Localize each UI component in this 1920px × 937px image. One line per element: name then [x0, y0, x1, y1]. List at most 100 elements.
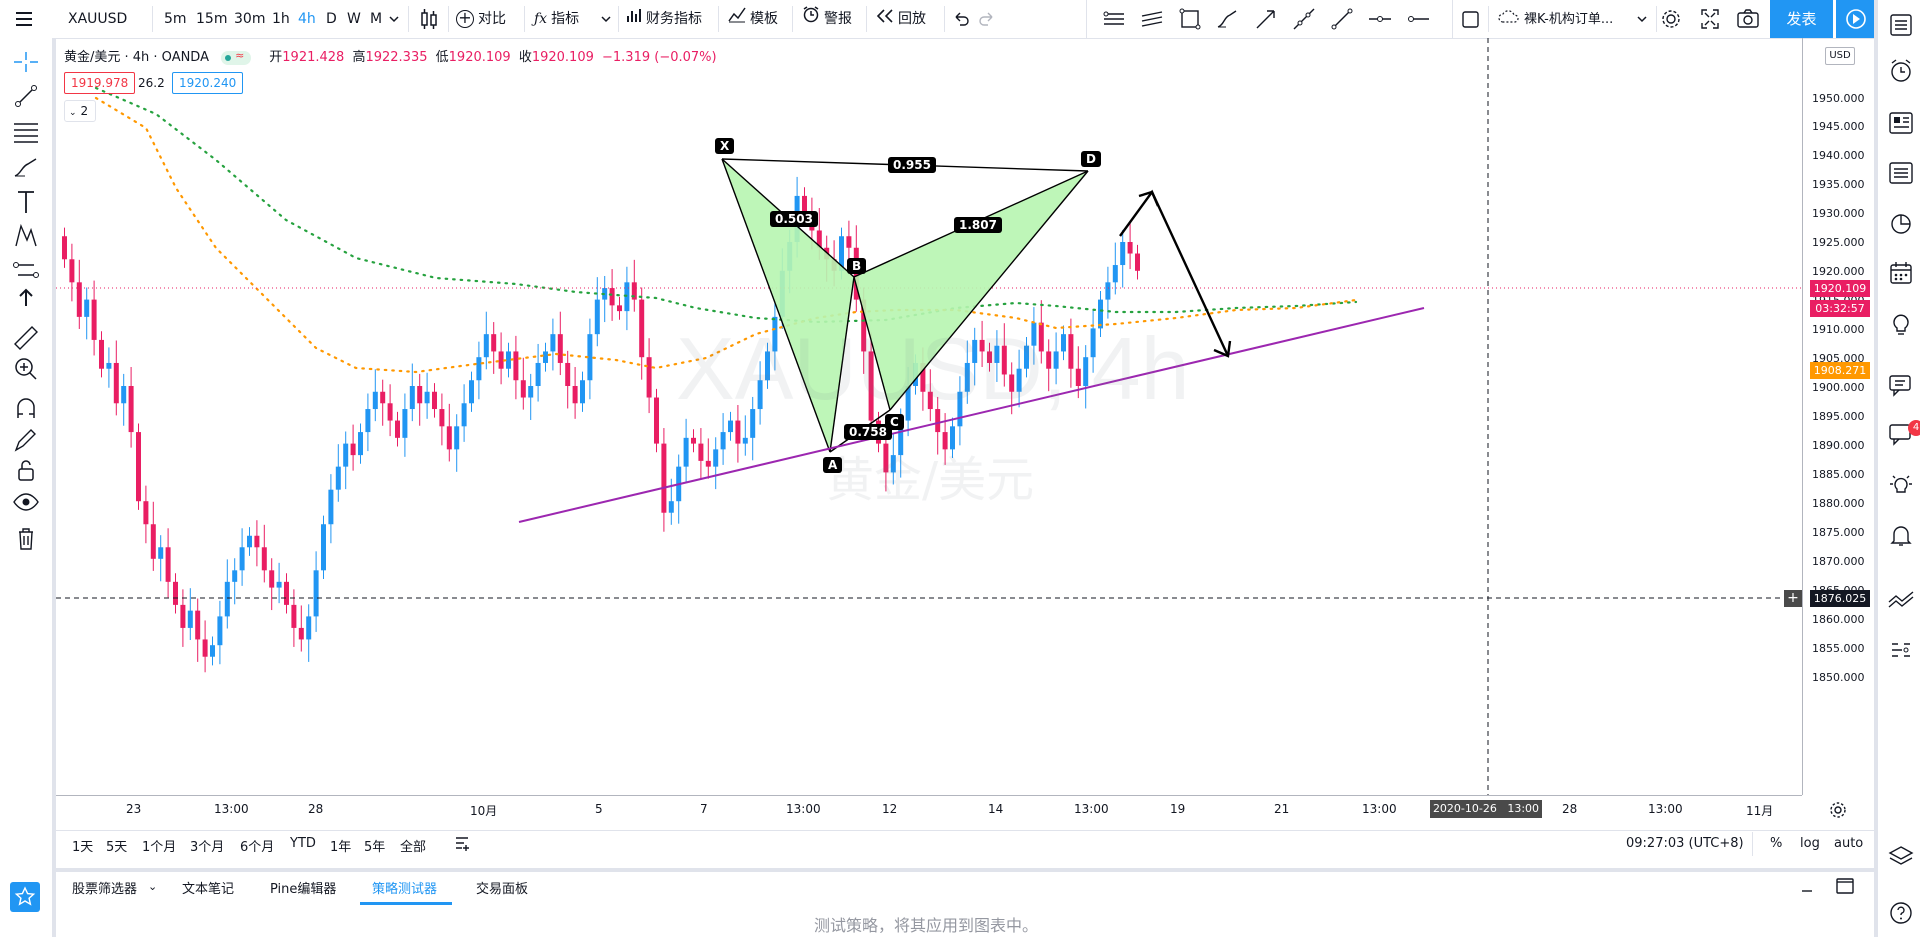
range-8[interactable]: 全部 [400, 840, 427, 855]
range-1[interactable]: 5天 [106, 840, 128, 855]
harmonic-leg[interactable] [889, 170, 1089, 411]
arrow-up-icon[interactable] [10, 284, 42, 312]
compare-button[interactable]: + 对比 [456, 0, 506, 38]
menu-icon[interactable] [14, 0, 38, 38]
symbol-search[interactable]: XAUUSD [68, 11, 128, 27]
publish-button[interactable]: 发表 [1770, 0, 1833, 38]
range-5[interactable]: YTD [290, 836, 316, 851]
calendar-icon[interactable] [1886, 258, 1916, 288]
bottom-tab-0[interactable]: 股票筛选器 [72, 882, 138, 897]
point-label-x[interactable]: X [715, 138, 735, 154]
layout-name-button[interactable]: 裸K-机构订单... [1498, 0, 1613, 38]
eye-icon[interactable] [10, 488, 42, 516]
point-label-d[interactable]: D [1081, 151, 1101, 167]
layout-dropdown-icon[interactable] [1636, 0, 1648, 38]
point-label-a[interactable]: A [823, 457, 843, 473]
alert-button[interactable]: 警报 [802, 0, 852, 38]
currency-label[interactable]: USD [1825, 47, 1855, 65]
camera-icon[interactable] [1736, 0, 1762, 38]
chart-settings-gear-icon[interactable] [1828, 800, 1848, 820]
horizontal-line-icon[interactable] [1367, 6, 1393, 32]
news-icon[interactable] [1886, 108, 1916, 138]
bottom-tab-3[interactable]: 策略测试器 [372, 882, 438, 897]
lock-icon[interactable] [10, 456, 42, 484]
ratio-xab[interactable]: 0.503 [770, 211, 818, 227]
clock-time[interactable]: 09:27:03 (UTC+8) [1626, 836, 1744, 851]
bottom-tab-4[interactable]: 交易面板 [476, 882, 529, 897]
ratio-bcd[interactable]: 1.807 [954, 217, 1002, 233]
screener-chevron-down-icon[interactable]: ⌄ [148, 880, 158, 893]
range-0[interactable]: 1天 [72, 840, 94, 855]
ma-green-line[interactable] [94, 86, 1358, 324]
ma-orange-line[interactable] [94, 96, 1358, 374]
range-6[interactable]: 1年 [330, 840, 352, 855]
play-icon[interactable] [1836, 0, 1876, 38]
percent-toggle[interactable]: % [1770, 836, 1783, 851]
ruler-icon[interactable] [10, 322, 42, 350]
alerts-clock-icon[interactable] [1886, 56, 1916, 86]
add-alert-plus-icon[interactable]: + [1784, 590, 1802, 607]
symbol-title[interactable]: 黄金/美元 · 4h · OANDA [64, 50, 209, 65]
chats-icon[interactable] [1886, 370, 1916, 400]
maximize-panel-icon[interactable] [1836, 878, 1854, 894]
text-tool-icon[interactable] [10, 188, 42, 216]
timeframe-w[interactable]: W [347, 11, 361, 27]
candle-style-icon[interactable] [418, 0, 442, 38]
zoom-in-icon[interactable] [10, 354, 42, 382]
watchlist-icon[interactable] [1886, 10, 1916, 40]
crosshair-icon[interactable] [10, 48, 42, 76]
timeframe-4h[interactable]: 4h [298, 11, 316, 27]
favorite-star-icon[interactable] [10, 882, 40, 912]
minimize-panel-icon[interactable] [1800, 880, 1814, 894]
point-label-b[interactable]: B [847, 258, 867, 274]
trend-line-tool-icon[interactable] [10, 82, 42, 110]
auto-toggle[interactable]: auto [1834, 836, 1864, 851]
ratio-abc[interactable]: 0.758 [844, 424, 892, 440]
indicators-dropdown-icon[interactable] [600, 0, 612, 38]
ratio-xd[interactable]: 0.955 [888, 157, 936, 173]
log-toggle[interactable]: log [1800, 836, 1820, 851]
pattern-tool-icon[interactable] [10, 222, 42, 250]
extended-line-icon[interactable] [1291, 6, 1317, 32]
data-window-icon[interactable] [1886, 158, 1916, 188]
range-2[interactable]: 1个月 [142, 840, 177, 855]
bottom-tab-2[interactable]: Pine编辑器 [270, 882, 337, 897]
harmonic-bcd-triangle[interactable] [854, 171, 1088, 410]
hotlist-icon[interactable] [1886, 208, 1916, 238]
replay-button[interactable]: 回放 [876, 0, 926, 38]
harmonic-leg[interactable] [853, 276, 891, 411]
goto-date-icon[interactable] [452, 834, 472, 854]
help-icon[interactable] [1886, 898, 1916, 928]
range-3[interactable]: 3个月 [190, 840, 225, 855]
price-axis[interactable] [1802, 38, 1871, 795]
parallel-channel-icon[interactable] [1101, 6, 1127, 32]
timeframe-5m[interactable]: 5m [164, 11, 187, 27]
arrow-icon[interactable] [1253, 6, 1279, 32]
layers-icon[interactable] [1886, 842, 1916, 872]
timeframe-m[interactable]: M [370, 11, 383, 27]
horizontal-ray-icon[interactable] [1405, 6, 1431, 32]
ask-box[interactable]: 1920.240 [172, 72, 244, 94]
price-chart[interactable] [56, 38, 1802, 795]
bid-box[interactable]: 1919.978 [64, 72, 136, 94]
ideas-lightbulb-icon[interactable] [1886, 308, 1916, 338]
select-mode-icon[interactable] [1462, 0, 1482, 38]
indicators-button[interactable]: ƒx 指标 [534, 11, 580, 27]
trend-line-icon[interactable] [1329, 6, 1355, 32]
templates-button[interactable]: 模板 [728, 0, 778, 38]
trash-icon[interactable] [10, 524, 42, 552]
harmonic-xab-triangle[interactable] [722, 159, 854, 452]
settings-gear-icon[interactable] [1660, 0, 1684, 38]
rectangle-icon[interactable] [1177, 6, 1203, 32]
range-4[interactable]: 6个月 [240, 840, 275, 855]
fullscreen-icon[interactable] [1700, 0, 1724, 38]
notification-bell-icon[interactable] [1886, 520, 1916, 550]
timeframe-30m[interactable]: 30m [234, 11, 266, 27]
support-trendline[interactable] [518, 307, 1425, 523]
timeframe-1h[interactable]: 1h [272, 11, 290, 27]
prediction-tool-icon[interactable] [10, 256, 42, 284]
fib-tool-icon[interactable] [10, 118, 42, 146]
timeframe-d[interactable]: D [326, 11, 337, 27]
stay-drawing-icon[interactable] [10, 426, 42, 454]
harmonic-leg[interactable] [829, 276, 855, 453]
